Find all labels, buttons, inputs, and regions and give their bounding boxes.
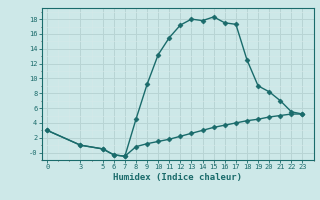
X-axis label: Humidex (Indice chaleur): Humidex (Indice chaleur) (113, 173, 242, 182)
